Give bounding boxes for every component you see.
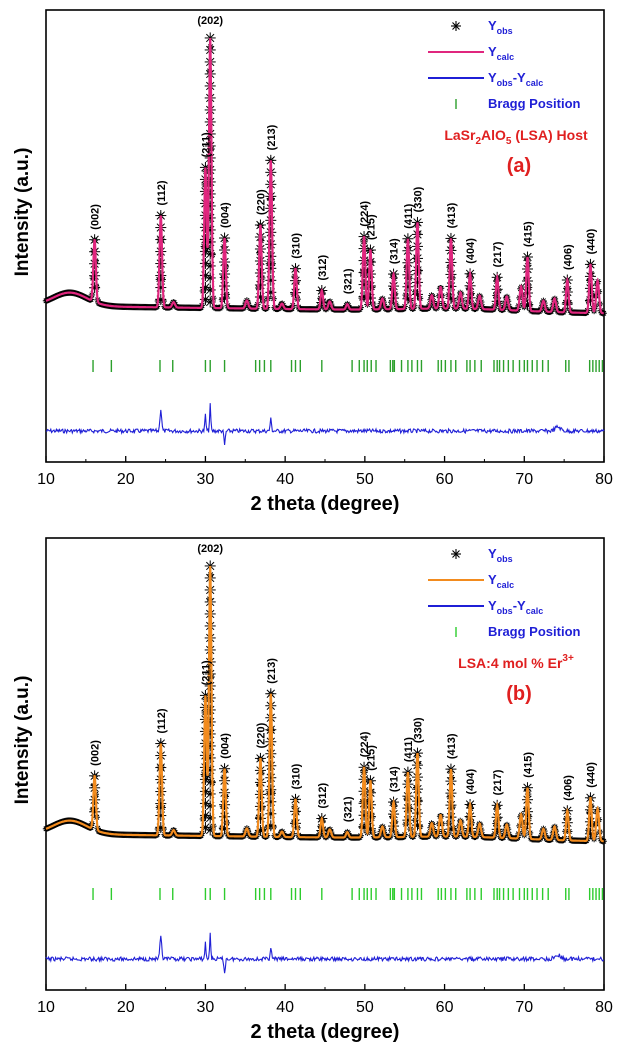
yobs-peak-point bbox=[89, 270, 100, 281]
legend-label: Ycalc bbox=[488, 44, 514, 62]
peak-label: (330) bbox=[412, 186, 424, 212]
legend-marker-asterisk bbox=[451, 21, 461, 31]
yobs-peak-point bbox=[412, 277, 423, 288]
x-tick-label: 20 bbox=[117, 471, 135, 488]
x-tick-label: 40 bbox=[276, 471, 294, 488]
x-tick-label: 10 bbox=[37, 471, 55, 488]
sample-text: AlO bbox=[481, 127, 506, 143]
yobs-peak-point bbox=[445, 269, 456, 280]
yobs-peak-point bbox=[412, 265, 423, 276]
peak-label: (312) bbox=[317, 254, 329, 280]
x-axis-label: 2 theta (degree) bbox=[251, 493, 400, 515]
legend-label: Yobs bbox=[488, 18, 513, 36]
yobs-peak-point bbox=[265, 275, 276, 286]
peak-label: (314) bbox=[389, 238, 401, 264]
peak-label: (321) bbox=[342, 268, 354, 294]
xrd-chart-a: (002) (112) (211) (202) (004) (220) (213) (310)… bbox=[0, 0, 617, 528]
legend-label-base: Y bbox=[488, 44, 497, 59]
sample-label: LaSr2AlO5 (LSA) Host bbox=[444, 127, 588, 147]
yobs-peak-point bbox=[155, 258, 166, 269]
x-tick-label: 30 bbox=[197, 471, 215, 488]
y-axis-label: Intensity (a.u.) bbox=[12, 148, 33, 277]
peak-label: (213) bbox=[266, 124, 278, 150]
yobs-peak-point bbox=[522, 275, 533, 286]
peak-label: (217) bbox=[492, 241, 504, 267]
yobs-peak-point bbox=[316, 297, 327, 308]
yobs-peak-point bbox=[402, 281, 413, 292]
peak-label: (004) bbox=[220, 202, 232, 228]
legend-label-base: Y bbox=[488, 70, 497, 85]
x-tick-label: 80 bbox=[595, 471, 613, 488]
yobs-peak-point bbox=[155, 246, 166, 257]
yobs-peak-point bbox=[412, 253, 423, 264]
peak-label: (112) bbox=[156, 180, 168, 205]
yobs-peak-point bbox=[388, 293, 399, 304]
yobs-peak-point bbox=[562, 299, 573, 310]
sample-text: (LSA) Host bbox=[511, 127, 588, 143]
yobs-peak-point bbox=[585, 283, 596, 294]
legend-label-base: Bragg Position bbox=[488, 96, 581, 111]
yobs-peak-point bbox=[89, 282, 100, 293]
yobs-peak-point bbox=[265, 263, 276, 274]
xrd-panel-a: (002) (112) (211) (202) (004) (220) (213) (310)… bbox=[0, 0, 617, 528]
bragg-positions bbox=[93, 360, 602, 372]
yobs-peak-point bbox=[265, 239, 276, 250]
legend-label: Bragg Position bbox=[488, 96, 581, 111]
x-tick-label: 70 bbox=[515, 471, 533, 488]
yobs-peak-point bbox=[219, 281, 230, 292]
x-tick-label: 50 bbox=[356, 471, 374, 488]
panel-label: (a) bbox=[507, 155, 531, 177]
peak-label: (413) bbox=[446, 202, 458, 228]
xrd-chart-b: (002)(112)(211)(202)(004)(220)(213)(310)… bbox=[0, 528, 617, 1056]
diff-series bbox=[46, 403, 604, 445]
legend-label-sub: obs bbox=[497, 26, 513, 36]
peak-label: (202) bbox=[197, 15, 223, 27]
peak-label: (215) bbox=[365, 214, 377, 240]
peak-label: (220) bbox=[255, 189, 267, 215]
yobs-peak-point bbox=[445, 281, 456, 292]
legend-label: Yobs-Ycalc bbox=[488, 70, 543, 88]
yobs-peak-point bbox=[255, 292, 266, 303]
peak-label: (002) bbox=[90, 204, 102, 230]
yobs-peak-point bbox=[265, 215, 276, 226]
peak-label: (404) bbox=[465, 238, 477, 264]
xrd-panel-b: (002)(112)(211)(202)(004)(220)(213)(310)… bbox=[0, 528, 617, 1056]
yobs-peak-point bbox=[155, 282, 166, 293]
legend-label-sub: obs bbox=[497, 78, 513, 88]
legend-label-sub: calc bbox=[497, 52, 515, 62]
yobs-peak-point bbox=[219, 293, 230, 304]
yobs-peak-point bbox=[412, 289, 423, 300]
yobs-peak-point bbox=[265, 251, 276, 262]
sample-text: LaSr bbox=[444, 127, 476, 143]
yobs-peak-point bbox=[255, 256, 266, 267]
x-tick-label: 60 bbox=[436, 471, 454, 488]
yobs-peak-point bbox=[255, 268, 266, 279]
yobs-peak-point bbox=[255, 280, 266, 291]
yobs-peak-point bbox=[492, 296, 503, 307]
peak-label: (406) bbox=[562, 244, 574, 270]
yobs-peak-point bbox=[265, 227, 276, 238]
legend-label-sub: calc bbox=[526, 78, 544, 88]
peak-label: (415) bbox=[522, 221, 534, 247]
peak-label: (440) bbox=[585, 228, 597, 254]
legend-label-base: Y bbox=[488, 18, 497, 33]
peak-label: (310) bbox=[291, 233, 303, 259]
yobs-peak-point bbox=[402, 269, 413, 280]
legend-label-minus: -Y bbox=[513, 70, 526, 85]
peak-label: (211) bbox=[200, 132, 212, 157]
